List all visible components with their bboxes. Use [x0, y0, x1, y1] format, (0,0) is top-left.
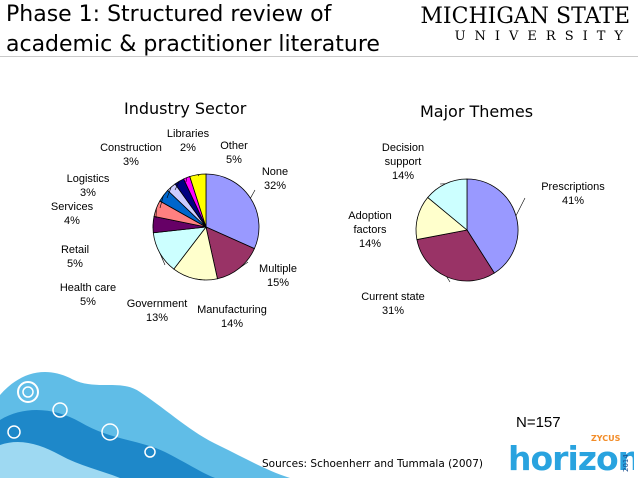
major-themes-pie	[415, 178, 519, 282]
leader-none	[250, 189, 256, 199]
percent-other: 5%	[226, 154, 242, 166]
percent-government: 13%	[146, 312, 168, 324]
label-current-state: Current state	[361, 291, 425, 303]
percent-none: 32%	[264, 180, 286, 192]
percent-services: 4%	[64, 215, 80, 227]
label-other: Other	[220, 140, 248, 152]
title-divider	[0, 56, 638, 57]
leader-services	[159, 195, 164, 209]
leader-manufacturing	[194, 278, 206, 281]
percent-manufacturing: 14%	[221, 318, 243, 330]
label-decision-support: support	[385, 156, 422, 168]
msu-logo-line-1: MICHIGAN STATE	[420, 4, 630, 29]
percent-health-care: 5%	[80, 296, 96, 308]
label-libraries: Libraries	[167, 128, 210, 140]
slice-multiple	[205, 226, 255, 280]
industry-sector-pie	[152, 173, 260, 281]
label-prescriptions: Prescriptions	[541, 181, 605, 193]
leader-current-state	[446, 276, 451, 283]
slice-decision-support	[427, 178, 468, 231]
label-adoption-factors: factors	[353, 224, 387, 236]
percent-libraries: 2%	[180, 142, 196, 154]
leader-construction	[174, 181, 180, 191]
slice-other	[189, 173, 207, 228]
wave-decoration	[0, 371, 290, 478]
leader-logistics	[166, 186, 172, 199]
label-multiple: Multiple	[259, 263, 297, 275]
leader-prescriptions	[515, 197, 526, 216]
sample-size-label: N=157	[516, 414, 561, 431]
percent-logistics: 3%	[80, 187, 96, 199]
industry-sector-title: Industry Sector	[124, 99, 247, 118]
major-themes-title: Major Themes	[420, 102, 534, 121]
leader-government	[159, 252, 166, 266]
percent-retail: 5%	[67, 258, 83, 270]
label-manufacturing: Manufacturing	[197, 304, 267, 316]
percent-prescriptions: 41%	[562, 195, 584, 207]
label-decision-support: Decision	[382, 142, 424, 154]
percent-decision-support: 14%	[392, 170, 414, 182]
label-none: None	[262, 166, 288, 178]
msu-logo-line-2: UNIVERSITY	[454, 29, 632, 44]
brand-sub: ZYCUS	[591, 434, 621, 443]
slide-title-line-2: academic & practitioner literature	[6, 32, 380, 57]
label-logistics: Logistics	[67, 173, 110, 185]
leader-adoption-factors	[416, 217, 418, 221]
leader-multiple	[239, 261, 249, 269]
slide-title-line-1: Phase 1: Structured review of	[6, 2, 332, 27]
brand-name: horizon	[508, 439, 634, 476]
percent-current-state: 31%	[382, 305, 404, 317]
horizon-logo: horizon ZYCUS 2014	[508, 434, 634, 476]
leader-other	[197, 174, 200, 177]
slice-current-state	[416, 229, 495, 282]
slide-title: Phase 1: Structured review of academic &…	[6, 0, 380, 60]
percent-construction: 3%	[123, 156, 139, 168]
pie-labels: None 32% Multiple 15% Manufacturing 14% Govern…	[51, 128, 605, 330]
leader-libraries	[185, 177, 187, 183]
percent-adoption-factors: 14%	[359, 238, 381, 250]
label-government: Government	[127, 298, 188, 310]
label-services: Services	[51, 201, 94, 213]
label-construction: Construction	[100, 142, 162, 154]
label-retail: Retail	[61, 244, 89, 256]
percent-multiple: 15%	[267, 277, 289, 289]
label-health-care: Health care	[60, 282, 116, 294]
sources-citation: Sources: Schoenherr and Tummala (2007)	[262, 458, 484, 470]
brand-year: 2014	[622, 454, 630, 472]
label-adoption-factors: Adoption	[348, 210, 391, 222]
